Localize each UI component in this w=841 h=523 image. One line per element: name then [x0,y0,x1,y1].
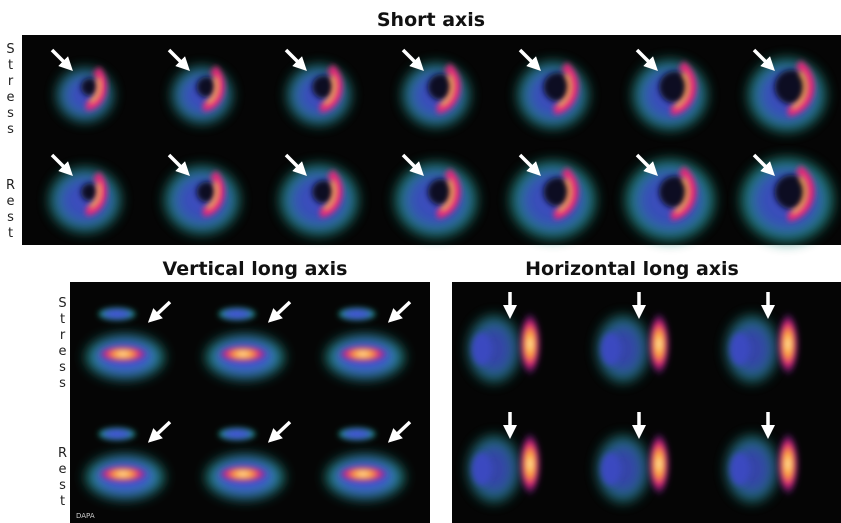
scan-apex [217,307,257,321]
scan-figure: Short axis Vertical long axis Horizontal… [0,0,841,523]
scan-apex [97,307,137,321]
scan-hot [97,465,149,483]
scan-wall [519,432,541,496]
scan-apex [97,427,137,441]
scan-apex [337,427,377,441]
figure: Short axis Vertical long axis Horizontal… [0,0,841,523]
row-label: Rest [4,178,17,242]
scan-hot [337,465,389,483]
title: Short axis [377,9,485,31]
watermark: DAPA [76,512,95,520]
scan-hot [337,345,389,363]
scan-apex [217,427,257,441]
scan-wall [648,312,670,376]
row-label: Stress [4,42,17,138]
scan-halo [55,66,116,124]
scan-apex [337,307,377,321]
scan-halo [47,165,124,235]
scan-septum [601,333,621,365]
scan-septum [601,453,621,485]
scan-septum [472,453,492,485]
scan-wall [777,312,799,376]
scan-wall [519,312,541,376]
row-label: Stress [56,296,69,392]
scan-wall [648,432,670,496]
scan-septum [730,453,750,485]
scan-septum [730,333,750,365]
title: Vertical long axis [163,258,348,280]
scan-hot [217,345,269,363]
scan-hot [217,465,269,483]
title: Horizontal long axis [525,258,739,280]
scan-hot [97,345,149,363]
scan-septum [472,333,492,365]
scan-wall [777,432,799,496]
row-label: Rest [56,446,69,510]
